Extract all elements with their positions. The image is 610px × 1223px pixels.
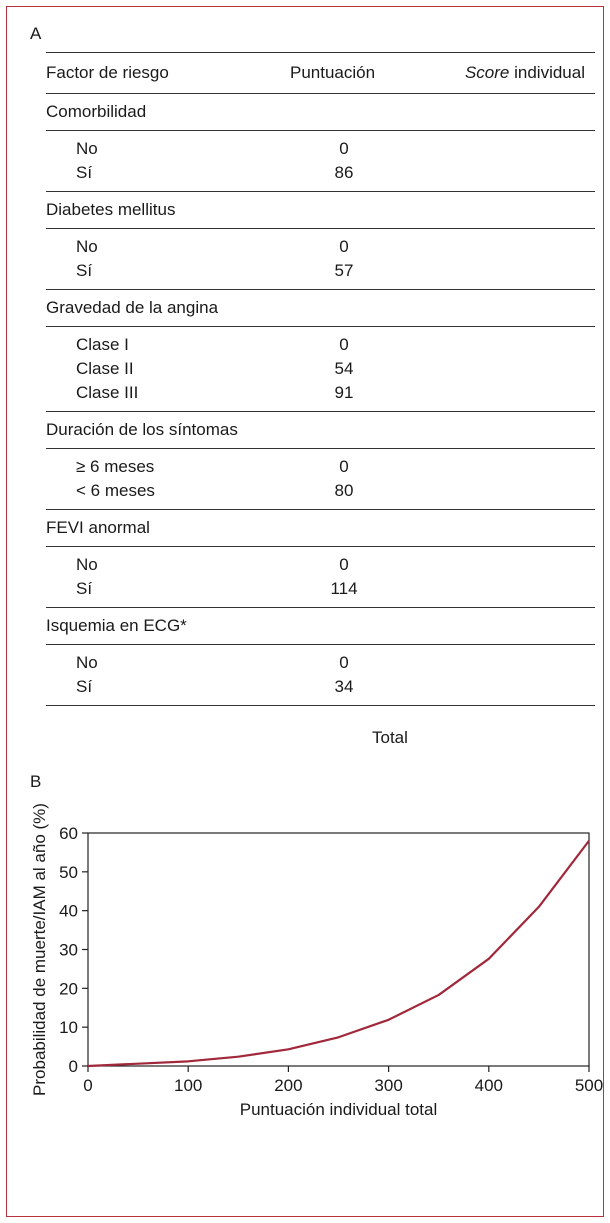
group-title: Isquemia en ECG* (46, 616, 187, 635)
group-title: FEVI anormal (46, 518, 150, 537)
header-score: Score individual (465, 53, 585, 93)
option-row: No 0 (46, 137, 595, 161)
risk-probability-chart: 0 10 20 30 40 50 60 0 100 200 300 400 500 Puntuación … (30, 803, 603, 1119)
option-label: Sí (76, 261, 93, 280)
group-title-rule (46, 644, 595, 645)
option-row: ≥ 6 meses 0 (46, 455, 595, 479)
group-rule (46, 289, 595, 290)
option-label: Clase I (76, 335, 129, 354)
header-score-rest: individual (509, 63, 585, 82)
group-title-row: Duración de los síntomas (46, 412, 595, 448)
y-axis-label: Probabilidad de muerte/IAM al año (%) (30, 803, 49, 1096)
group-title-row: Comorbilidad (46, 94, 595, 130)
option-row: Sí 114 (46, 577, 595, 601)
option-points: 0 (339, 237, 349, 256)
option-label: No (76, 653, 98, 672)
option-label: Sí (76, 677, 93, 696)
option-points: 0 (339, 335, 349, 354)
y-tick-label: 40 (59, 902, 78, 921)
risk-score-table: Factor de riesgo Puntuación Score indivi… (46, 52, 595, 706)
option-label: No (76, 139, 98, 158)
group-title-rule (46, 130, 595, 131)
group-title-row: FEVI anormal (46, 510, 595, 546)
group-title: Diabetes mellitus (46, 200, 176, 219)
option-label: No (76, 555, 98, 574)
y-tick-label: 60 (59, 824, 78, 843)
group-title-rule (46, 326, 595, 327)
group-rule (46, 411, 595, 412)
total-label: Total (372, 728, 408, 747)
table-top-rule (46, 52, 595, 53)
x-tick-label: 0 (83, 1076, 92, 1095)
y-tick-label: 0 (69, 1057, 78, 1076)
option-row: < 6 meses 80 (46, 479, 595, 503)
option-row: Sí 34 (46, 675, 595, 699)
group-title-row: Gravedad de la angina (46, 290, 595, 326)
option-label: ≥ 6 meses (76, 457, 155, 476)
option-row: Clase I 0 (46, 333, 595, 357)
table-groups: Comorbilidad No 0 Sí 86 Diabetes mellitus No 0 S… (46, 93, 595, 705)
x-axis-label: Puntuación individual total (240, 1100, 438, 1119)
option-points: 0 (339, 555, 349, 574)
option-row: No 0 (46, 651, 595, 675)
group-title: Duración de los síntomas (46, 420, 238, 439)
table-header-row: Factor de riesgo Puntuación Score indivi… (46, 53, 595, 93)
panel-b-label: B (30, 772, 42, 791)
x-tick-label: 300 (374, 1076, 402, 1095)
group-rule (46, 191, 595, 192)
option-row: Clase II 54 (46, 357, 595, 381)
option-points: 57 (334, 261, 354, 280)
group-title-rule (46, 228, 595, 229)
x-tick-label: 100 (174, 1076, 202, 1095)
option-label: < 6 meses (76, 481, 155, 500)
y-tick-label: 50 (59, 863, 78, 882)
x-tick-label: 400 (475, 1076, 503, 1095)
option-row: No 0 (46, 553, 595, 577)
option-points: 91 (334, 383, 354, 402)
series-line (87, 840, 590, 1068)
group-title: Gravedad de la angina (46, 298, 219, 317)
group-rule (46, 509, 595, 510)
y-tick-label: 20 (59, 979, 78, 998)
x-tick-label: 200 (274, 1076, 302, 1095)
option-points: 80 (334, 481, 354, 500)
option-points: 114 (330, 579, 358, 598)
header-points: Puntuación (290, 63, 376, 82)
group-title-row: Isquemia en ECG* (46, 608, 595, 644)
option-label: No (76, 237, 98, 256)
figure-frame (6, 6, 604, 1217)
option-label: Sí (76, 163, 93, 182)
option-points: 0 (339, 457, 349, 476)
option-points: 0 (339, 139, 349, 158)
option-points: 86 (334, 163, 354, 182)
option-label: Clase III (76, 383, 139, 402)
y-tick-label: 30 (59, 941, 78, 960)
group-rule (46, 607, 595, 608)
option-row: No 0 (46, 235, 595, 259)
plot-frame (87, 832, 590, 1067)
table-bottom-rule (46, 705, 595, 706)
panel-a-label: A (30, 24, 42, 43)
group-title-row: Diabetes mellitus (46, 192, 595, 228)
group-title-rule (46, 546, 595, 547)
option-label: Sí (76, 579, 93, 598)
group-title: Comorbilidad (46, 102, 147, 121)
option-label: Clase II (76, 359, 134, 378)
x-tick-label: 500 (575, 1076, 603, 1095)
option-row: Clase III 91 (46, 381, 595, 405)
option-row: Sí 86 (46, 161, 595, 185)
option-points: 34 (334, 677, 354, 696)
y-tick-label: 10 (59, 1018, 78, 1037)
option-points: 54 (334, 359, 354, 378)
header-factor: Factor de riesgo (46, 63, 169, 82)
option-points: 0 (339, 653, 349, 672)
group-rule (46, 93, 595, 94)
option-row: Sí 57 (46, 259, 595, 283)
group-title-rule (46, 448, 595, 449)
header-score-em: Score (464, 63, 510, 82)
